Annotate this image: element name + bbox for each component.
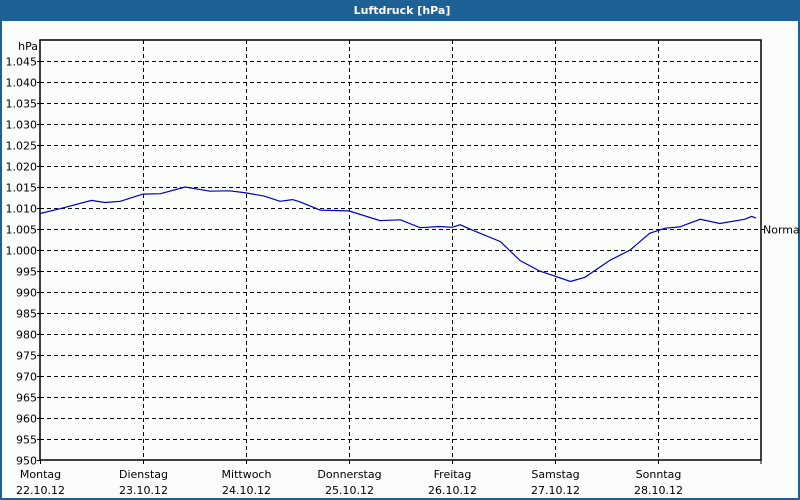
chart-title: Luftdruck [hPa] bbox=[2, 0, 800, 21]
y-tick-label: 1.035 bbox=[6, 98, 38, 111]
normal-annotation: Normal bbox=[761, 224, 800, 237]
pressure-series-line bbox=[39, 186, 757, 283]
grid-lines bbox=[40, 40, 761, 460]
x-tick-day: Mittwoch bbox=[222, 468, 272, 481]
x-tick-day: Samstag bbox=[531, 468, 579, 481]
y-tick-label: 985 bbox=[16, 308, 37, 321]
x-tick-day: Sonntag bbox=[636, 468, 682, 481]
normal-label: Normal bbox=[763, 224, 800, 237]
x-tick-date: 27.10.12 bbox=[531, 484, 580, 497]
y-tick-label: 1.015 bbox=[6, 182, 38, 195]
y-tick-label: 1.010 bbox=[6, 203, 38, 216]
x-tick-date: 23.10.12 bbox=[119, 484, 168, 497]
y-axis: hPa 950 955 960 965 970 975 980 985 990 995 1.000 1… bbox=[6, 40, 40, 468]
x-tick-date: 22.10.12 bbox=[16, 484, 65, 497]
y-tick-label: 1.020 bbox=[6, 161, 38, 174]
y-tick-label: 1.030 bbox=[6, 119, 38, 132]
x-tick-date: 25.10.12 bbox=[325, 484, 374, 497]
y-tick-label: 995 bbox=[16, 266, 37, 279]
y-tick-label: 1.025 bbox=[6, 140, 38, 153]
x-tick-date: 26.10.12 bbox=[428, 484, 477, 497]
y-axis-unit-label: hPa bbox=[18, 40, 38, 53]
plot-frame bbox=[39, 39, 762, 461]
y-tick-label: 955 bbox=[16, 434, 37, 447]
y-tick-label: 950 bbox=[16, 455, 37, 468]
y-tick-label: 980 bbox=[16, 329, 37, 342]
y-tick-label: 965 bbox=[16, 392, 37, 405]
y-tick-label: 960 bbox=[16, 413, 37, 426]
y-tick-label: 1.000 bbox=[6, 245, 38, 258]
y-tick-label: 1.005 bbox=[6, 224, 38, 237]
x-tick-date: 24.10.12 bbox=[222, 484, 271, 497]
x-tick-day: Freitag bbox=[434, 468, 472, 481]
x-tick-day: Dienstag bbox=[119, 468, 168, 481]
y-tick-label: 1.045 bbox=[6, 56, 38, 69]
y-tick-label: 970 bbox=[16, 371, 37, 384]
y-tick-label: 990 bbox=[16, 287, 37, 300]
x-tick-day: Montag bbox=[20, 468, 61, 481]
x-axis: Montag 22.10.12 Dienstag 23.10.12 Mittwoch 24… bbox=[16, 460, 762, 497]
y-tick-label: 975 bbox=[16, 350, 37, 363]
y-tick-label: 1.040 bbox=[6, 77, 38, 90]
x-tick-date: 28.10.12 bbox=[634, 484, 683, 497]
x-tick-day: Donnerstag bbox=[317, 468, 381, 481]
